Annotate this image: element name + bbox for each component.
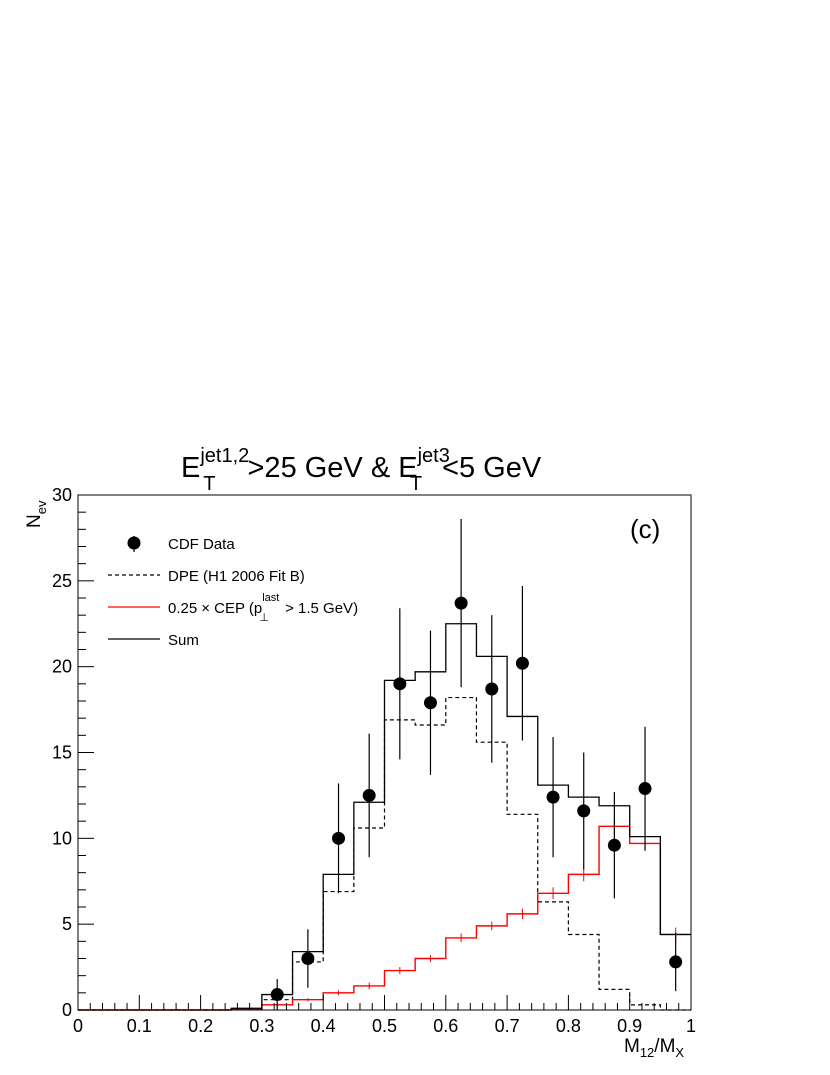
panel-label: (c) bbox=[630, 514, 660, 544]
series-layer bbox=[78, 519, 691, 1011]
data-point bbox=[423, 696, 437, 710]
legend-entry-sum: Sum bbox=[108, 632, 199, 649]
x-tick-label: 0.1 bbox=[127, 1016, 152, 1036]
y-axis-label: Nev bbox=[24, 500, 49, 528]
x-tick-label: 0.6 bbox=[433, 1016, 458, 1036]
data-point bbox=[393, 677, 407, 691]
legend-label-data: CDF Data bbox=[168, 536, 235, 553]
y-tick-label: 25 bbox=[52, 571, 72, 591]
legend-entry-dpe: DPE (H1 2006 Fit B) bbox=[108, 568, 305, 585]
chart-title: Ejet1,2 T >25 GeV & Ejet3 T <5 GeV bbox=[181, 445, 542, 495]
legend-entry-data: CDF Data bbox=[127, 536, 235, 553]
x-tick-label: 0.7 bbox=[495, 1016, 520, 1036]
x-tick-label: 0.3 bbox=[249, 1016, 274, 1036]
y-tick-label: 0 bbox=[62, 1000, 72, 1020]
data-point bbox=[332, 831, 346, 845]
data-point bbox=[362, 788, 376, 802]
y-tick-label: 30 bbox=[52, 485, 72, 505]
data-point bbox=[301, 952, 315, 965]
data-point bbox=[546, 790, 560, 804]
axes-layer: 0 0.1 0.2 0.3 0.4 0.5 0.6 0.7 0.8 0.9 105101520253… bbox=[52, 485, 696, 1036]
legend-entry-cep: 0.25 × CEP (plast ⊥ > 1.5 GeV) bbox=[108, 592, 358, 624]
x-tick-label: 0.2 bbox=[188, 1016, 213, 1036]
data-point bbox=[270, 988, 284, 1002]
data-point bbox=[454, 596, 468, 610]
series-sum-step bbox=[78, 623, 691, 1011]
data-point bbox=[638, 782, 652, 796]
y-tick-label: 10 bbox=[52, 828, 72, 848]
legend-marker-data bbox=[127, 536, 141, 550]
x-tick-label: 0.5 bbox=[372, 1016, 397, 1036]
legend-label-sum: Sum bbox=[168, 632, 199, 649]
y-tick-label: 20 bbox=[52, 657, 72, 677]
y-tick-label: 5 bbox=[62, 914, 72, 934]
data-point bbox=[669, 955, 683, 969]
data-point bbox=[577, 804, 591, 818]
data-point bbox=[515, 656, 529, 670]
x-axis-label: M12/MX bbox=[624, 1036, 684, 1060]
x-tick-label: 1 bbox=[686, 1016, 696, 1036]
x-tick-label: 0.9 bbox=[617, 1016, 642, 1036]
data-point bbox=[485, 682, 499, 696]
x-tick-label: 0.8 bbox=[556, 1016, 581, 1036]
x-tick-label: 0 bbox=[73, 1016, 83, 1036]
x-tick-label: 0.4 bbox=[311, 1016, 336, 1036]
data-point bbox=[607, 838, 621, 852]
legend: CDF Data DPE (H1 2006 Fit B) 0.25 × CEP (… bbox=[108, 536, 358, 649]
legend-label-cep: 0.25 × CEP (plast ⊥ > 1.5 GeV) bbox=[168, 592, 358, 624]
legend-label-dpe: DPE (H1 2006 Fit B) bbox=[168, 568, 305, 585]
y-tick-label: 15 bbox=[52, 743, 72, 763]
